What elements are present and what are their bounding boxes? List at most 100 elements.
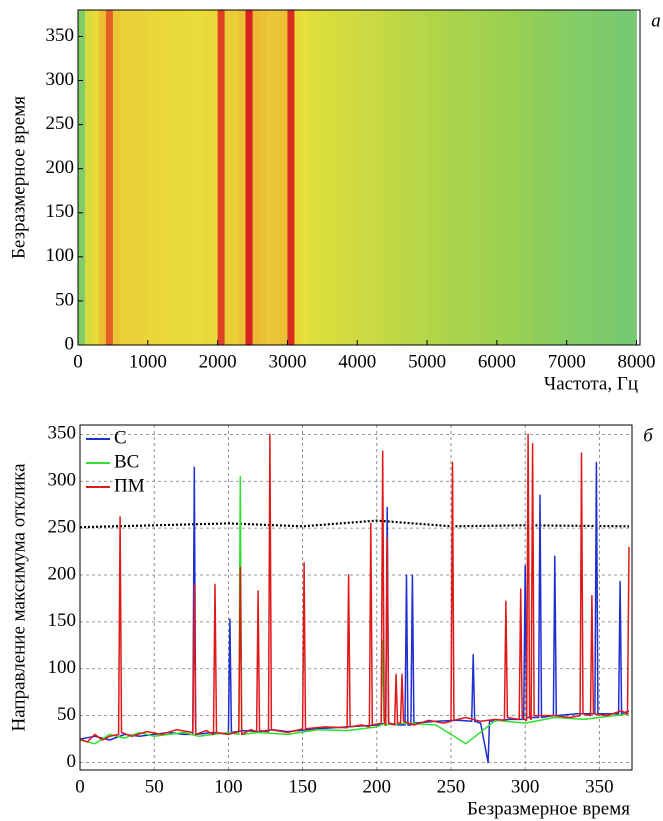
heatmap-cell [224,10,232,345]
y-tick-label: 50 [55,289,74,310]
heatmap-cell [482,10,491,345]
heatmap-cell [287,10,295,345]
heatmap-cell [559,10,568,345]
x-tick-label: 2000 [199,351,237,372]
panel-label: а [651,10,661,31]
x-tick-label: 0 [75,776,85,797]
heatmap-cell [357,10,365,345]
heatmap-cell [336,10,344,345]
x-tick-label: 250 [437,776,466,797]
heatmap-cell [622,10,630,345]
y-tick-label: 100 [48,657,77,678]
heatmap-cell [475,10,484,345]
y-tick-label: 250 [46,113,75,134]
heatmap-cell [91,10,100,345]
heatmap-cell [161,10,170,345]
x-tick-label: 50 [145,776,164,797]
heatmap-cell [392,10,400,345]
heatmap-cell [448,10,456,345]
heatmap-cell [315,10,323,345]
x-axis-label: Безразмерное время [467,798,630,819]
y-tick-label: 150 [46,201,75,222]
y-tick-label: 200 [46,157,75,178]
series-line [80,461,630,764]
heatmap-cell [147,10,156,345]
series-line [80,433,630,743]
x-tick-label: 350 [585,776,614,797]
heatmap-cell [454,10,463,345]
heatmap-cell [112,10,121,345]
heatmap-cell [503,10,512,345]
heatmap-cell [517,10,526,345]
heatmap-cell [587,10,596,345]
x-tick-label: 6000 [478,351,516,372]
heatmap-cell [329,10,337,345]
x-tick-label: 150 [288,776,317,797]
heatmap-cell [78,10,86,345]
heatmap-cell [371,10,379,345]
y-tick-label: 0 [67,751,77,772]
heatmap-cell [126,10,135,345]
x-tick-label: 300 [511,776,540,797]
heatmap-cell [350,10,358,345]
heatmap-cell [552,10,561,345]
heatmap-cell [615,10,623,345]
heatmap-cell [573,10,582,345]
heatmap-cell [378,10,386,345]
heatmap-cell [461,10,470,345]
heatmap-cell [385,10,393,345]
heatmap-cell [280,10,288,345]
reference-line [80,519,630,529]
x-tick-label: 8000 [618,351,656,372]
x-tick-label: 1000 [129,351,167,372]
heatmap-cell [259,10,267,345]
heatmap-cell [308,10,316,345]
heatmap-cell [231,10,239,345]
heatmap-cell [545,10,554,345]
x-axis-label: Частота, Гц [544,373,638,394]
heatmap-cell [496,10,505,345]
heatmap-cell [468,10,477,345]
y-tick-label: 350 [46,25,75,46]
heatmap-cell [601,10,609,345]
heatmap-cell [580,10,589,345]
y-tick-label: 250 [48,516,77,537]
legend-label: ПМ [114,475,145,496]
heatmap-cell [203,10,212,345]
heatmap-cell [210,10,219,345]
plot-area [80,425,632,770]
plot-frame [79,424,633,771]
plot-frame [77,9,641,346]
heatmap-cell [266,10,274,345]
x-tick-label: 0 [73,351,83,372]
x-tick-label: 100 [214,776,243,797]
heatmap-cell [322,10,330,345]
x-tick-label: 200 [363,776,392,797]
heatmap-cell [84,10,93,345]
heatmap-cell [133,10,142,345]
y-tick-label: 350 [48,423,77,444]
plot-area [78,10,637,345]
heatmap-cell [301,10,309,345]
heatmap-cell [343,10,351,345]
heatmap-cell [294,10,302,345]
y-tick-label: 200 [48,563,77,584]
heatmap-cell [140,10,149,345]
y-tick-label: 0 [65,333,75,354]
y-tick-label: 100 [46,245,75,266]
heatmap-cell [566,10,575,345]
heatmap-cell [489,10,498,345]
heatmap-cell [427,10,435,345]
heatmap-cell [420,10,428,345]
heatmap-cell [538,10,547,345]
legend-label: ВС [114,451,139,472]
legend-label: С [114,427,127,448]
y-tick-label: 300 [48,470,77,491]
panel-label: б [643,425,654,446]
heatmap-cell [217,10,226,345]
y-tick-label: 300 [46,69,75,90]
heatmap-cell [629,10,637,345]
heatmap-cell [154,10,163,345]
heatmap-cell [252,10,260,345]
heatmap-cell [175,10,184,345]
